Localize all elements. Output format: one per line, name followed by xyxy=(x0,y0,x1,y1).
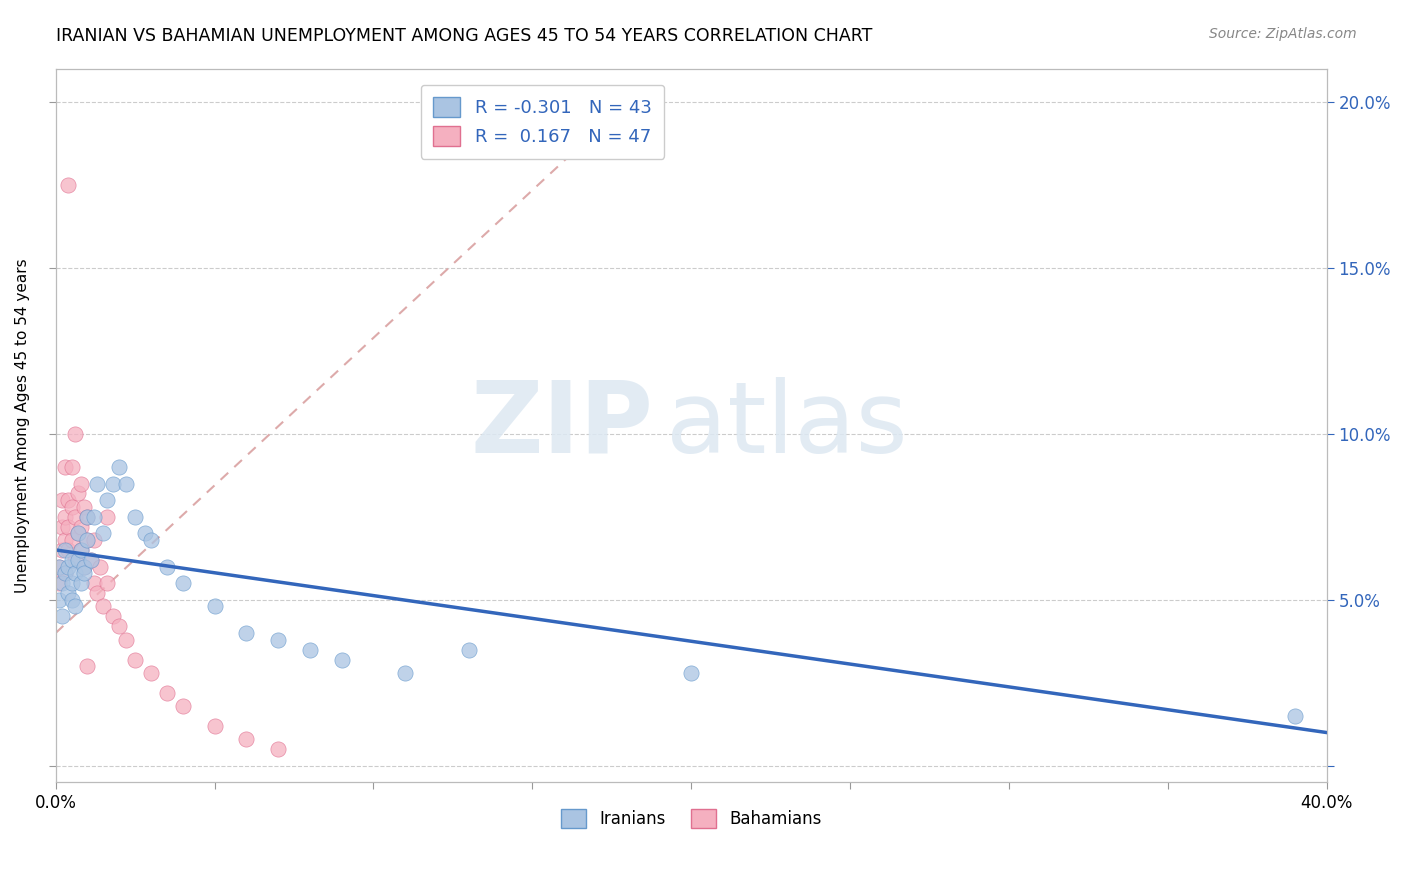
Point xyxy=(58,586,80,600)
Point xyxy=(681,665,703,680)
Point xyxy=(51,576,73,591)
Point xyxy=(101,609,124,624)
Point xyxy=(48,559,70,574)
Point xyxy=(96,493,118,508)
Point xyxy=(235,732,257,747)
Point xyxy=(70,519,93,533)
Point xyxy=(267,632,290,647)
Point xyxy=(58,543,80,558)
Point xyxy=(60,459,83,474)
Point xyxy=(66,486,89,500)
Point xyxy=(53,566,76,581)
Point xyxy=(48,559,70,574)
Point xyxy=(156,686,179,700)
Point xyxy=(51,543,73,558)
Point xyxy=(76,509,98,524)
Point xyxy=(58,519,80,533)
Point xyxy=(96,509,118,524)
Point xyxy=(58,178,80,192)
Point xyxy=(139,665,162,680)
Point xyxy=(60,576,83,591)
Point xyxy=(70,476,93,491)
Text: Source: ZipAtlas.com: Source: ZipAtlas.com xyxy=(1209,27,1357,41)
Point xyxy=(53,566,76,581)
Point xyxy=(156,559,179,574)
Point xyxy=(63,426,86,441)
Point xyxy=(134,526,156,541)
Point xyxy=(101,476,124,491)
Point xyxy=(63,553,86,567)
Point xyxy=(83,509,105,524)
Point xyxy=(63,509,86,524)
Point xyxy=(58,559,80,574)
Point xyxy=(139,533,162,547)
Point xyxy=(83,576,105,591)
Point xyxy=(70,576,93,591)
Point xyxy=(70,543,93,558)
Point xyxy=(298,642,321,657)
Point xyxy=(73,500,96,514)
Point xyxy=(93,599,115,614)
Point xyxy=(1284,709,1306,723)
Point xyxy=(51,519,73,533)
Point xyxy=(53,509,76,524)
Text: ZIP: ZIP xyxy=(470,377,652,474)
Point xyxy=(172,576,194,591)
Point xyxy=(235,626,257,640)
Point xyxy=(89,559,111,574)
Point xyxy=(394,665,416,680)
Point xyxy=(60,553,83,567)
Point xyxy=(73,559,96,574)
Point xyxy=(93,526,115,541)
Point xyxy=(60,533,83,547)
Point xyxy=(457,642,479,657)
Point xyxy=(83,533,105,547)
Point xyxy=(51,609,73,624)
Point xyxy=(53,543,76,558)
Point xyxy=(48,576,70,591)
Point xyxy=(108,459,131,474)
Point xyxy=(172,698,194,713)
Point xyxy=(267,742,290,756)
Point xyxy=(114,476,136,491)
Point xyxy=(204,599,226,614)
Point xyxy=(73,566,96,581)
Point xyxy=(76,533,98,547)
Point xyxy=(48,592,70,607)
Point xyxy=(60,592,83,607)
Point xyxy=(86,586,108,600)
Point xyxy=(51,493,73,508)
Point xyxy=(63,599,86,614)
Point xyxy=(79,553,101,567)
Point xyxy=(76,533,98,547)
Point xyxy=(53,533,76,547)
Point xyxy=(60,500,83,514)
Point xyxy=(124,652,146,666)
Point xyxy=(70,543,93,558)
Point xyxy=(96,576,118,591)
Point xyxy=(76,509,98,524)
Point xyxy=(124,509,146,524)
Point xyxy=(53,459,76,474)
Point xyxy=(108,619,131,633)
Point xyxy=(66,526,89,541)
Point xyxy=(330,652,353,666)
Point xyxy=(66,526,89,541)
Point xyxy=(58,493,80,508)
Point xyxy=(86,476,108,491)
Point xyxy=(73,559,96,574)
Point xyxy=(79,553,101,567)
Point xyxy=(114,632,136,647)
Point xyxy=(66,553,89,567)
Text: IRANIAN VS BAHAMIAN UNEMPLOYMENT AMONG AGES 45 TO 54 YEARS CORRELATION CHART: IRANIAN VS BAHAMIAN UNEMPLOYMENT AMONG A… xyxy=(56,27,873,45)
Point xyxy=(63,566,86,581)
Legend: Iranians, Bahamians: Iranians, Bahamians xyxy=(554,803,828,835)
Y-axis label: Unemployment Among Ages 45 to 54 years: Unemployment Among Ages 45 to 54 years xyxy=(15,258,30,593)
Text: atlas: atlas xyxy=(666,377,907,474)
Point xyxy=(204,719,226,733)
Point xyxy=(76,659,98,673)
